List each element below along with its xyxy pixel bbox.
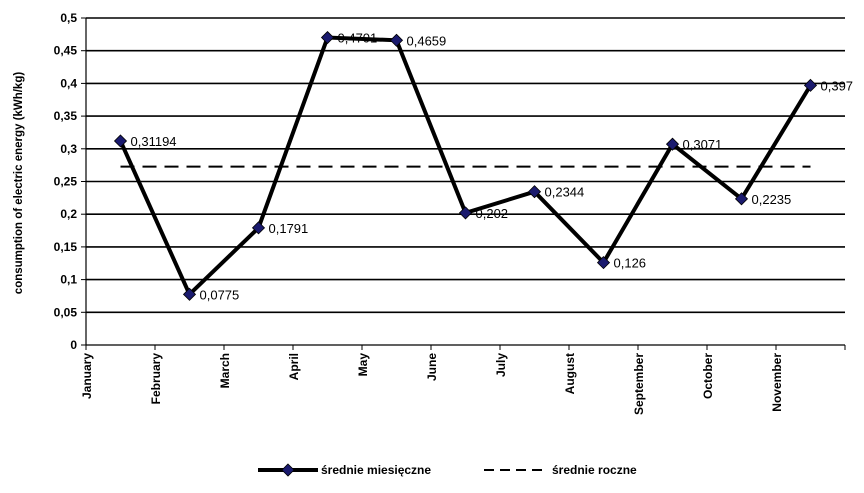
series-line-monthly (118, 35, 813, 298)
y-tick-label: 0,25 (54, 175, 78, 189)
gridlines (86, 17, 845, 314)
y-tick-label: 0,5 (60, 11, 77, 25)
data-point-marker (251, 221, 266, 235)
x-tick-label: February (149, 353, 163, 405)
data-label: 0,1791 (269, 221, 309, 236)
axes (81, 17, 846, 350)
data-label: 0,397 (821, 78, 854, 93)
series (113, 30, 818, 301)
data-point-marker (182, 287, 197, 301)
data-label: 0,31194 (131, 134, 177, 149)
data-point-marker (113, 134, 128, 148)
y-tick-label: 0,45 (54, 44, 78, 58)
data-point-marker (596, 256, 611, 270)
x-tick-label: August (563, 353, 577, 394)
y-tick-label: 0,3 (60, 142, 77, 156)
data-point-marker (458, 206, 473, 220)
x-tick-label: October (701, 353, 715, 399)
x-tick-label: March (218, 353, 232, 388)
legend-label-monthly: średnie miesięczne (321, 463, 431, 477)
data-label: 0,3071 (683, 137, 723, 152)
x-tick-label: September (632, 353, 646, 415)
data-label: 0,4659 (407, 33, 447, 48)
legend-label-annual: średnie roczne (552, 463, 637, 477)
legend: średnie miesięczne średnie roczne (258, 463, 637, 477)
y-tick-label: 0,35 (54, 109, 78, 123)
data-label: 0,2235 (752, 192, 792, 207)
x-tick-label: June (425, 353, 439, 381)
x-tick-label: April (287, 353, 301, 380)
data-point-marker (803, 78, 818, 92)
data-point-marker (665, 137, 680, 151)
x-tick-label: May (356, 353, 370, 377)
x-tick-label: January (80, 353, 94, 399)
data-point-marker (734, 192, 749, 206)
y-tick-label: 0,15 (54, 240, 78, 254)
data-point-marker (320, 30, 335, 45)
y-tick-label: 0,05 (54, 305, 78, 319)
y-tick-label: 0 (70, 338, 77, 352)
legend-marker-monthly (281, 463, 295, 477)
y-tick-labels: 0 0,05 0,1 0,15 0,2 0,25 0,3 0,35 0,4 0,45 0,5 (54, 11, 78, 352)
data-label: 0,4701 (338, 31, 378, 46)
data-label: 0,202 (476, 206, 509, 221)
data-label: 0,2344 (545, 185, 585, 200)
data-label: 0,0775 (200, 287, 240, 302)
y-tick-label: 0,2 (60, 207, 77, 221)
data-labels: 0,31194 0,0775 0,1791 0,4701 0,4659 0,202 0,23… (131, 31, 854, 303)
x-tick-label: November (770, 353, 784, 412)
y-tick-label: 0,4 (60, 76, 77, 90)
x-tick-labels: January February March April May June July Augu… (80, 353, 784, 415)
data-point-marker (389, 33, 404, 47)
x-tick-label: July (494, 353, 508, 377)
data-point-marker (527, 185, 542, 199)
data-label: 0,126 (614, 256, 647, 271)
y-tick-label: 0,1 (60, 273, 77, 287)
y-axis-label: consumption of electric energy (kWh/kg) (13, 72, 25, 295)
